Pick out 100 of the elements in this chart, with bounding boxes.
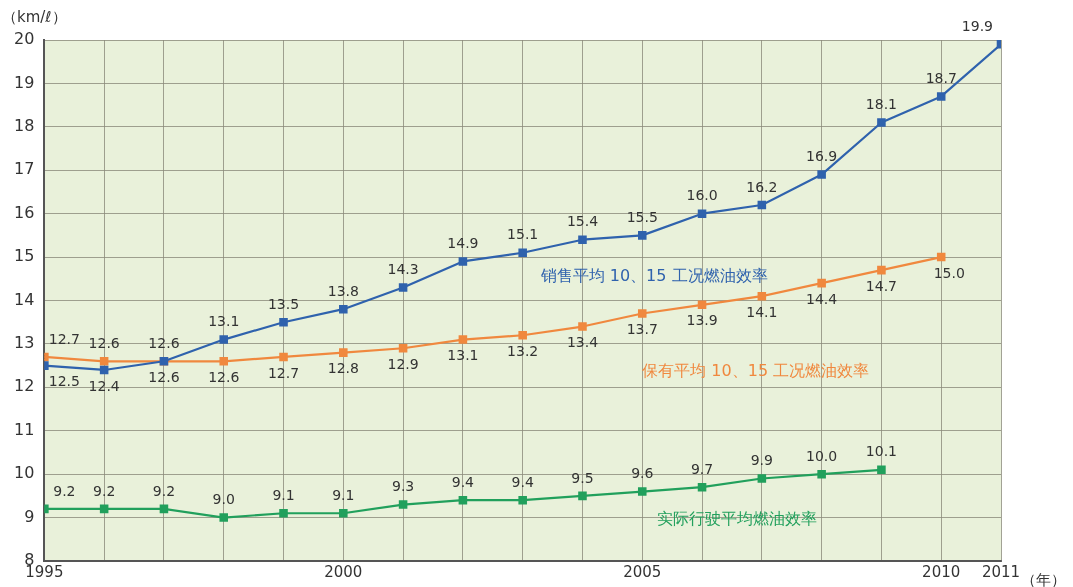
data-label: 13.4	[566, 334, 599, 351]
point	[637, 309, 647, 318]
data-label: 12.5	[48, 373, 80, 390]
point	[757, 291, 767, 301]
point	[817, 170, 826, 179]
y-axis-title: （km/ℓ）	[2, 8, 67, 26]
data-label: 14.4	[806, 290, 838, 307]
data-label: 9.4	[511, 473, 534, 490]
data-label: 12.6	[148, 334, 180, 351]
point	[398, 500, 408, 509]
point	[219, 335, 229, 344]
x-tick-label: 2011	[981, 562, 1021, 581]
data-label: 15.4	[566, 213, 599, 230]
data-label: 12.6	[88, 334, 120, 351]
y-tick-label: 20	[14, 29, 35, 49]
data-label: 9.2	[152, 482, 176, 499]
data-label: 12.6	[148, 368, 180, 385]
data-label: 14.7	[865, 277, 898, 294]
data-label: 15.0	[933, 264, 965, 281]
data-label: 9.6	[631, 465, 654, 482]
data-label: 19.9	[961, 17, 993, 34]
point	[339, 508, 348, 518]
data-label: 14.3	[387, 261, 419, 278]
data-label: 12.8	[327, 360, 359, 377]
point	[877, 118, 886, 127]
data-label: 12.7	[267, 364, 300, 381]
data-label: 13.5	[267, 295, 300, 312]
data-label: 13.9	[686, 312, 718, 329]
point	[697, 300, 707, 310]
data-label: 16.0	[686, 187, 718, 204]
series-label: 销售平均 10、15 工况燃油效率	[539, 265, 768, 285]
y-tick-label: 12	[14, 376, 35, 396]
data-label: 13.7	[626, 321, 658, 338]
data-label: 9.2	[93, 482, 116, 499]
point	[637, 231, 647, 240]
y-tick-label: 14	[14, 289, 35, 309]
series-label: 实际行驶平均燃油效率	[657, 508, 818, 528]
data-label: 13.1	[208, 313, 240, 330]
point	[518, 248, 527, 258]
data-label: 18.1	[865, 96, 898, 113]
point	[578, 322, 587, 331]
data-label: 9.7	[690, 460, 714, 477]
data-label: 9.3	[391, 478, 415, 495]
point	[99, 357, 109, 366]
y-tick-label: 19	[14, 72, 35, 92]
data-label: 12.9	[387, 355, 419, 372]
data-label: 13.8	[327, 282, 359, 299]
data-label: 18.7	[925, 70, 957, 87]
data-label: 16.2	[746, 178, 778, 195]
x-tick-label: 2005	[623, 562, 662, 581]
point	[99, 504, 109, 514]
y-tick-label: 18	[14, 115, 35, 135]
point	[99, 365, 109, 375]
point	[279, 508, 288, 518]
point	[458, 495, 468, 505]
data-label: 12.6	[208, 368, 240, 385]
x-axis-title: （年）	[1021, 570, 1066, 587]
y-tick-label: 11	[14, 419, 35, 439]
point	[518, 330, 527, 340]
point	[279, 352, 288, 362]
data-label: 14.1	[746, 303, 778, 320]
point	[339, 304, 348, 314]
data-label: 9.0	[212, 491, 235, 508]
point	[339, 348, 348, 357]
y-tick-label: 9	[24, 506, 35, 526]
y-tick-label: 16	[14, 202, 35, 222]
data-label: 13.1	[447, 347, 479, 364]
data-label: 10.1	[865, 443, 898, 460]
y-tick-label: 13	[14, 333, 35, 353]
y-tick-label: 10	[14, 463, 35, 483]
point	[219, 357, 229, 366]
data-label: 9.4	[451, 473, 475, 490]
data-label: 9.1	[332, 486, 355, 503]
point	[877, 265, 886, 275]
point	[398, 343, 408, 353]
data-label: 9.2	[53, 482, 76, 499]
point	[877, 465, 886, 475]
data-label: 12.4	[88, 377, 120, 394]
data-label: 9.5	[571, 469, 594, 486]
point	[159, 504, 169, 514]
data-label: 16.9	[806, 148, 838, 165]
data-label: 9.1	[272, 486, 295, 503]
x-tick-label: 2000	[324, 562, 363, 581]
point	[279, 317, 288, 327]
point	[219, 513, 229, 522]
point	[936, 92, 946, 101]
x-tick-label: 2010	[922, 562, 961, 581]
data-label: 15.1	[507, 226, 539, 243]
point	[398, 283, 408, 292]
point	[518, 495, 527, 505]
point	[757, 474, 767, 483]
y-tick-label: 17	[14, 159, 35, 179]
point	[817, 469, 826, 479]
point	[458, 257, 468, 266]
data-label: 14.9	[447, 235, 479, 252]
data-label: 10.0	[806, 447, 838, 464]
data-label: 13.2	[507, 342, 539, 359]
text: 保有平均 10、15 工况燃油效率	[642, 361, 870, 381]
point	[578, 491, 587, 501]
point	[697, 209, 707, 218]
